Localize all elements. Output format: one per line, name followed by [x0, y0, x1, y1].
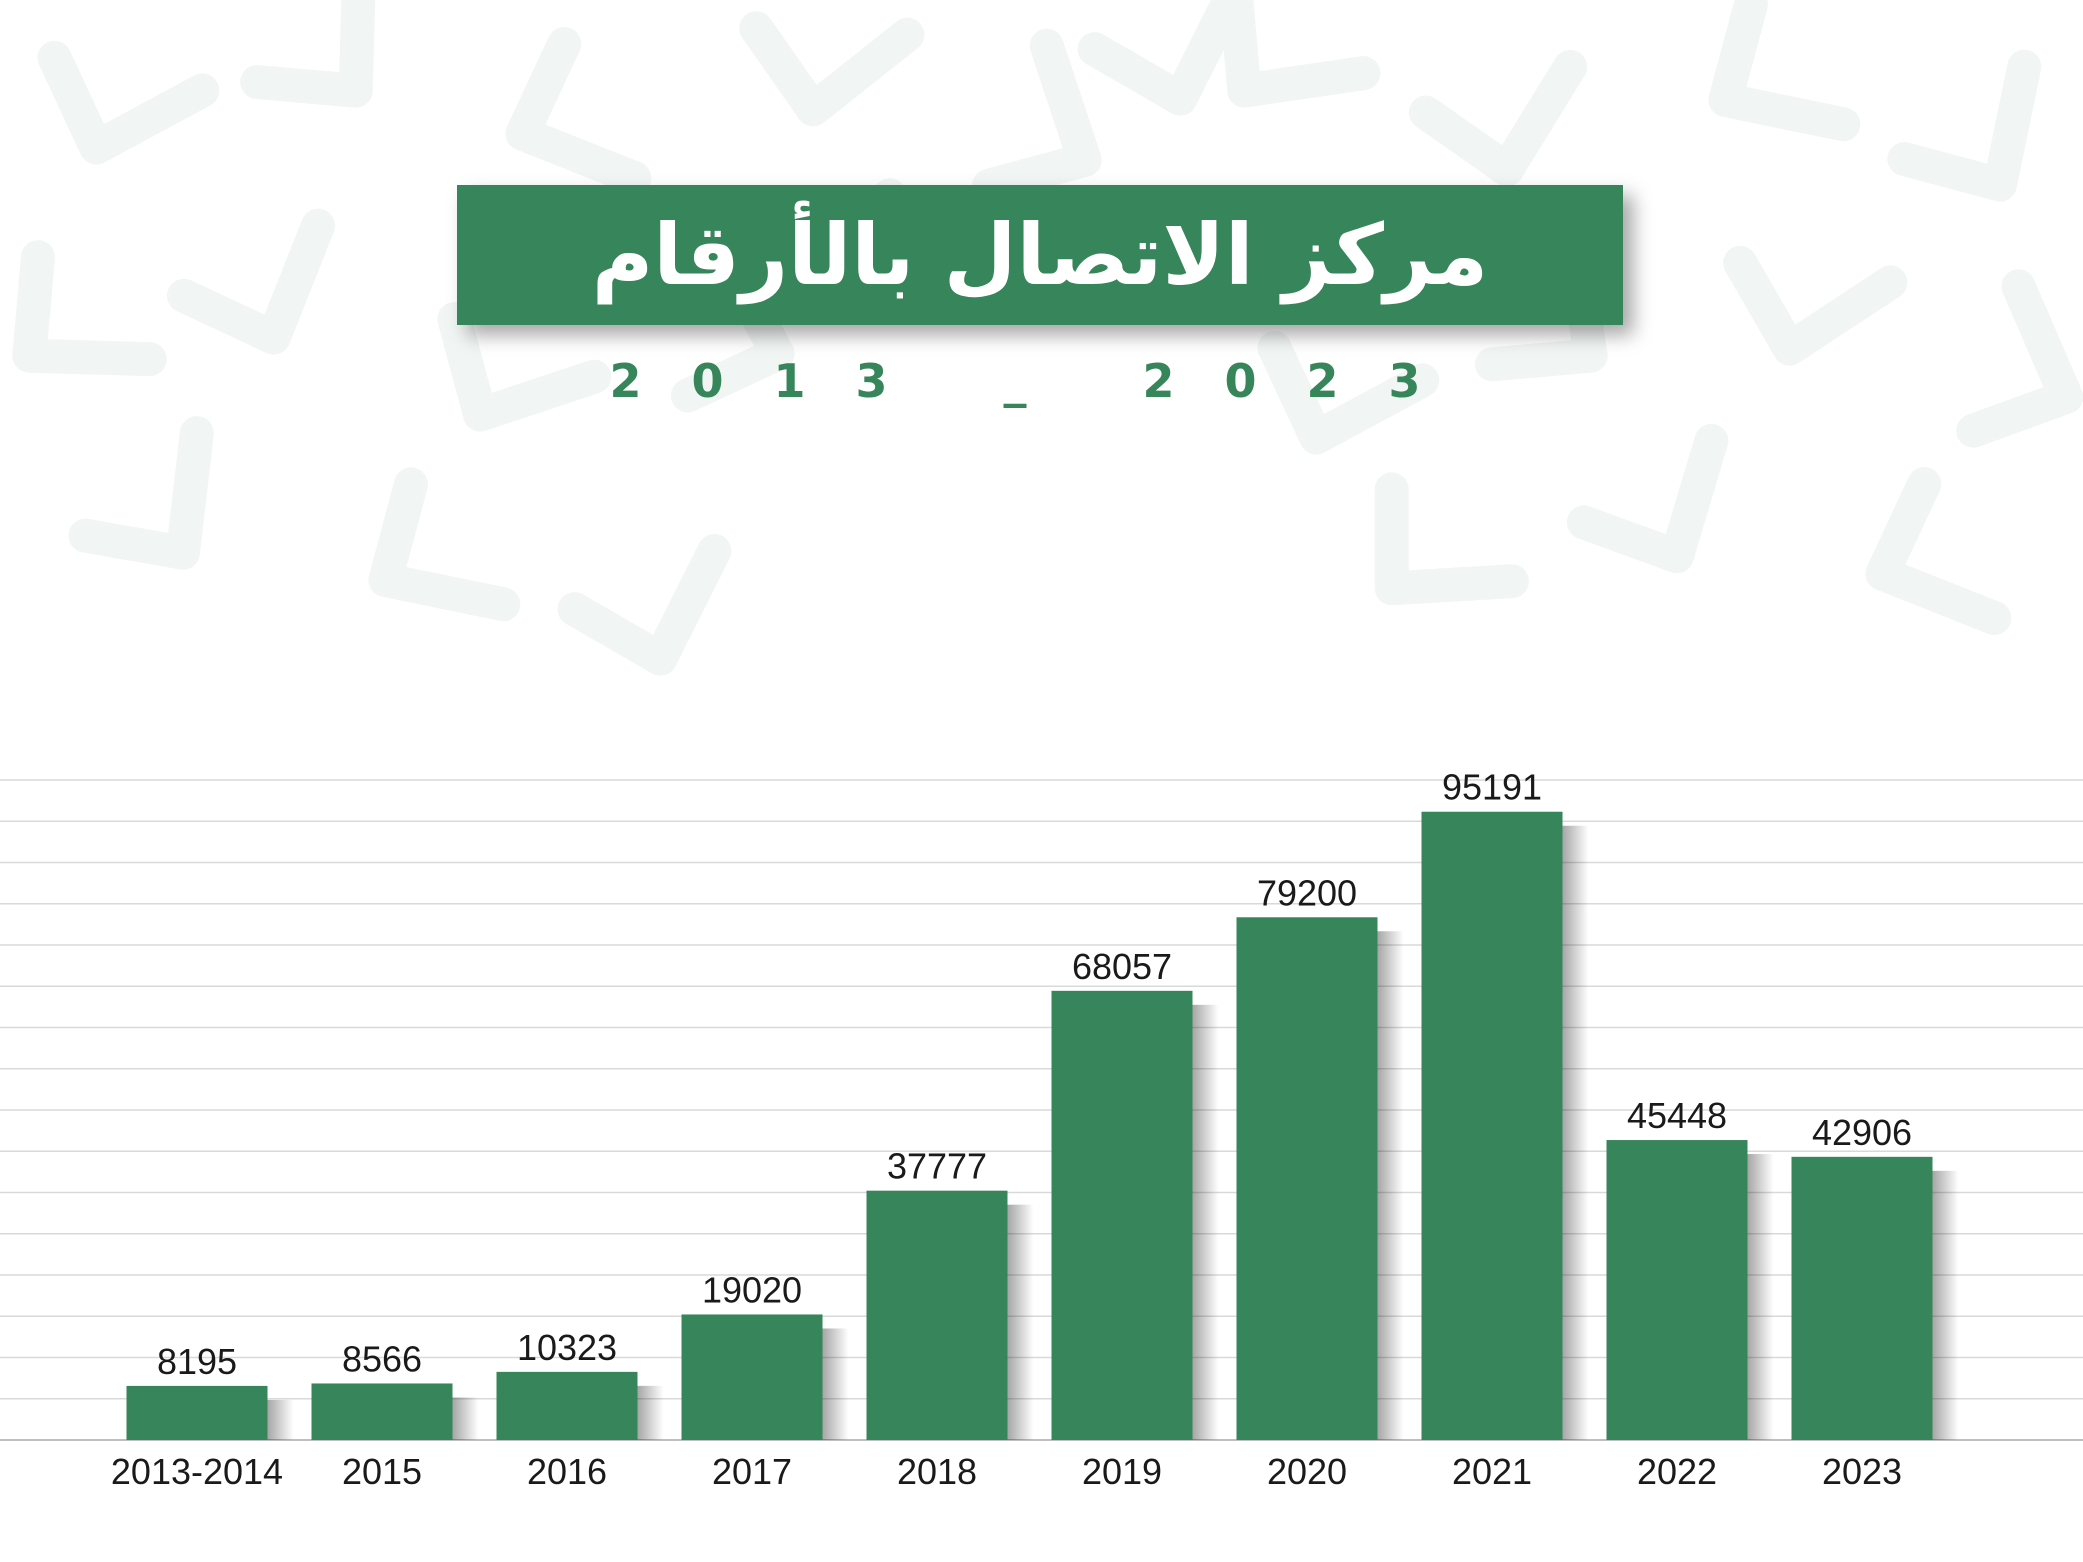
data-label: 19020	[702, 1269, 802, 1310]
bar-chart: 8195 2013-2014 8566 2015 10323 2016 19020 2017 3…	[0, 767, 2083, 1492]
x-tick-label: 2019	[1082, 1451, 1162, 1492]
pattern-chevron-shape	[1408, 49, 1588, 187]
title-banner: مركز الاتصال بالأرقام	[457, 185, 1623, 325]
bar-2013-2014	[126, 1385, 268, 1440]
bar-2022	[1606, 1140, 1748, 1440]
bar-shadow	[267, 1399, 294, 1440]
bar-2016	[496, 1371, 638, 1440]
pattern-chevron-shape	[1865, 466, 2012, 636]
x-tick-label: 2016	[527, 1451, 607, 1492]
data-label: 42906	[1812, 1112, 1912, 1153]
pattern-chevron-shape	[12, 240, 167, 377]
data-label: 8195	[157, 1341, 237, 1382]
pattern-chevron-shape	[240, 0, 377, 108]
pattern-chevron-shape	[1887, 49, 2042, 202]
bar-shadow	[1377, 931, 1404, 1440]
pattern-chevron-shape	[437, 302, 612, 432]
pattern-chevron-shape	[739, 11, 925, 127]
pattern-chevron-shape	[368, 467, 521, 622]
x-tick-label: 2018	[897, 1451, 977, 1492]
data-label: 10323	[517, 1327, 617, 1368]
pattern-chevron-shape	[1566, 423, 1729, 574]
pattern-chevron-shape	[1708, 0, 1861, 142]
x-tick-label: 2017	[712, 1451, 792, 1492]
labels: 8195 2013-2014 8566 2015 10323 2016 19020 2017 3…	[111, 767, 1912, 1492]
bar-2021	[1421, 811, 1563, 1440]
bar-2017	[681, 1314, 823, 1440]
bars	[126, 811, 1959, 1440]
bar-shadow	[1562, 825, 1589, 1440]
pattern-chevron-shape	[557, 533, 732, 676]
pattern-chevron-shape	[1956, 269, 2083, 448]
x-tick-label: 2021	[1452, 1451, 1532, 1492]
pattern-chevron-shape	[972, 28, 1102, 203]
bar-shadow	[1932, 1170, 1959, 1440]
data-label: 95191	[1442, 767, 1542, 808]
bar-shadow	[1192, 1004, 1219, 1440]
data-label: 8566	[342, 1338, 422, 1379]
bar-2019	[1051, 990, 1193, 1440]
data-label: 68057	[1072, 946, 1172, 987]
x-tick-label: 2022	[1637, 1451, 1717, 1492]
data-label: 79200	[1257, 872, 1357, 913]
x-tick-label: 2020	[1267, 1451, 1347, 1492]
x-tick-label: 2023	[1822, 1451, 1902, 1492]
bar-2023	[1791, 1156, 1933, 1440]
bar-shadow	[637, 1385, 664, 1440]
x-tick-label: 2013-2014	[111, 1451, 283, 1492]
pattern-chevron-shape	[1077, 0, 1252, 116]
pattern-chevron-shape	[1723, 245, 1908, 366]
pattern-chevron-shape	[1257, 330, 1440, 455]
period-subtitle: 2013 _ 2023	[609, 354, 1471, 408]
bar-2020	[1236, 917, 1378, 1440]
pattern-chevron-shape	[1218, 0, 1381, 108]
pattern-chevron-shape	[166, 208, 336, 355]
bar-shadow	[822, 1328, 849, 1440]
pattern-chevron-shape	[68, 416, 214, 570]
data-label: 45448	[1627, 1095, 1727, 1136]
bar-2015	[311, 1383, 453, 1440]
bar-shadow	[1747, 1154, 1774, 1440]
bar-shadow	[452, 1397, 479, 1440]
bar-2018	[866, 1190, 1008, 1440]
pattern-chevron-shape	[1374, 472, 1529, 606]
page-title: مركز الاتصال بالأرقام	[591, 206, 1489, 304]
pattern-chevron-shape	[37, 40, 220, 165]
data-label: 37777	[887, 1146, 987, 1187]
x-tick-label: 2015	[342, 1451, 422, 1492]
bar-shadow	[1007, 1204, 1034, 1440]
pattern-chevron-shape	[505, 26, 652, 196]
